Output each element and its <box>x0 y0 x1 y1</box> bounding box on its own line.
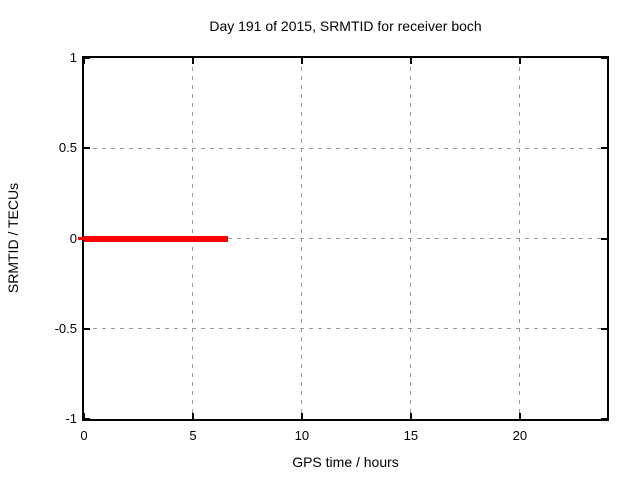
y-tick-label: -0.5 <box>54 320 77 336</box>
x-tick-mark-bottom <box>409 413 412 419</box>
y-tick-mark-left <box>84 147 90 150</box>
y-tick-label: 0.5 <box>58 140 77 156</box>
x-axis-label: GPS time / hours <box>292 454 399 470</box>
gridline-horizontal <box>84 147 607 149</box>
y-tick-mark-left <box>84 327 90 330</box>
x-tick-mark-bottom <box>83 413 85 419</box>
gridline-horizontal <box>84 238 607 239</box>
y-tick-mark-right <box>601 327 607 330</box>
y-tick-label: 1 <box>69 50 77 65</box>
x-tick-label: 15 <box>403 428 419 443</box>
x-tick-label: 0 <box>80 428 88 443</box>
x-tick-mark-top <box>83 58 85 64</box>
x-tick-mark-top <box>409 58 412 64</box>
x-tick-mark-bottom <box>518 413 521 419</box>
y-tick-mark-right <box>601 237 607 240</box>
y-tick-mark-right <box>601 147 607 150</box>
gridline-horizontal <box>84 328 607 330</box>
y-tick-mark-right <box>601 57 607 59</box>
y-tick-label: -1 <box>65 411 77 426</box>
x-tick-label: 5 <box>189 428 197 443</box>
x-tick-mark-bottom <box>300 413 303 419</box>
x-tick-label: 10 <box>294 428 310 443</box>
x-tick-mark-top <box>300 58 303 64</box>
x-tick-mark-top <box>518 58 521 64</box>
chart-title: Day 191 of 2015, SRMTID for receiver boc… <box>209 18 482 34</box>
y-axis-label: SRMTID / TECUs <box>5 182 21 294</box>
x-tick-mark-bottom <box>191 413 194 419</box>
x-tick-mark-top <box>191 58 194 64</box>
x-tick-label: 20 <box>512 428 528 443</box>
y-tick-mark-left <box>84 57 90 59</box>
y-tick-mark-left <box>84 418 90 420</box>
y-tick-mark-right <box>601 418 607 420</box>
series-line-overhang <box>78 237 84 240</box>
series-line <box>84 235 228 242</box>
y-tick-label: 0 <box>69 230 77 246</box>
